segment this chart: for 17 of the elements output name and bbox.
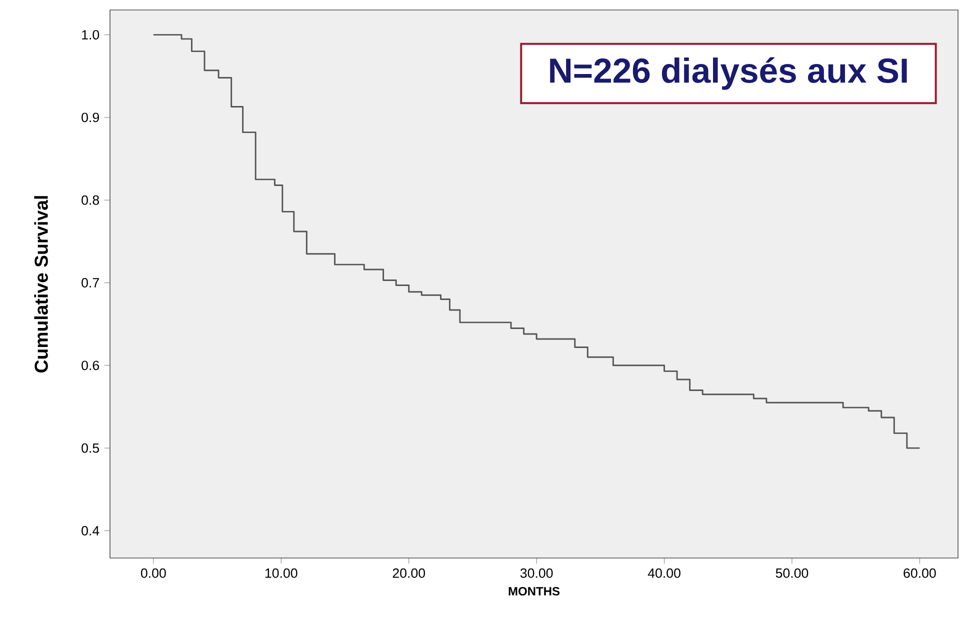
x-tick-label: 0.00 [140,568,166,578]
x-axis-title: MONTHS [508,586,560,596]
x-tick-label: 10.00 [265,568,298,578]
x-tick-label: 50.00 [776,568,808,578]
y-tick-label: 0.6 [82,360,100,370]
y-tick-label: 0.8 [82,195,100,205]
y-tick-label: 1.0 [82,30,100,40]
y-tick-label: 0.7 [82,278,99,288]
y-tick-label: 0.5 [82,443,100,453]
y-axis-title: Cumulative Survival [34,196,48,372]
y-tick-label: 0.4 [82,526,100,536]
x-tick-label: 20.00 [392,568,426,578]
x-tick-label: 60.00 [904,568,936,578]
x-tick-label: 30.00 [520,568,553,578]
x-tick-label: 40.00 [648,568,680,578]
y-tick-label: 0.9 [82,112,99,122]
annotation: N=226 dialysés aux SI [550,57,907,90]
